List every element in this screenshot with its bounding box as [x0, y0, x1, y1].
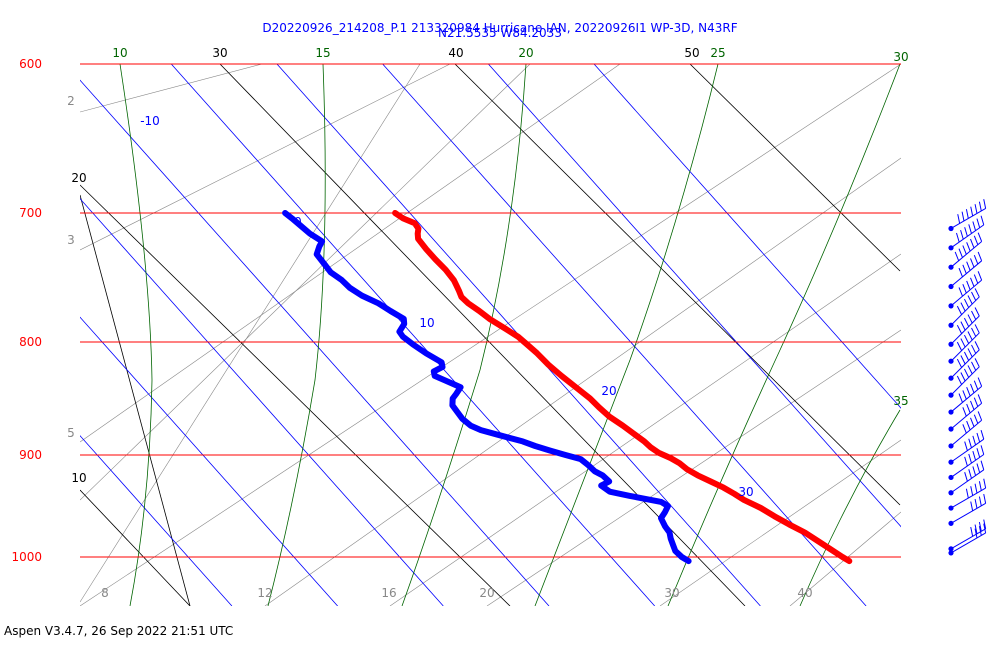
wind-barb: [948, 307, 980, 347]
dry-adiabat-label: 20: [71, 171, 86, 185]
moist-adiabats: [119, 64, 901, 606]
dry-adiabat-line: [689, 64, 901, 272]
isotherms: [80, 64, 901, 606]
mixing-ratio-label: 30: [664, 586, 679, 600]
wind-barb: [948, 324, 980, 364]
dry-adiabat-line: [80, 489, 191, 606]
dry-adiabat-line: [219, 64, 746, 606]
mixing-ratio-label: 16: [381, 586, 396, 600]
mixing-ratio-line: [80, 64, 621, 443]
wind-barb: [948, 394, 983, 432]
wind-barb: [948, 411, 983, 449]
isotherm-line: [382, 64, 867, 606]
mixing-ratio-line: [80, 64, 421, 603]
wind-barb: [948, 519, 987, 552]
isotherm-line: [170, 64, 656, 606]
wind-barb: [948, 493, 987, 526]
footer-text: Aspen V3.4.7, 26 Sep 2022 21:51 UTC: [4, 624, 234, 638]
wind-barb: [948, 341, 980, 381]
wind-barb: [948, 429, 985, 465]
mixing-ratio-label: 40: [797, 586, 812, 600]
mixing-ratio-label: 2: [67, 94, 75, 108]
moist-adiabat-line: [534, 64, 719, 606]
temperature-profile-line: [392, 210, 853, 565]
isotherm-line: [80, 316, 338, 606]
dry-adiabat-label: 10: [71, 471, 86, 485]
moist-adiabat-line: [667, 64, 901, 606]
moist-adiabat-label: 20: [518, 46, 533, 60]
moist-adiabat-label: 15: [315, 46, 330, 60]
wind-barb: [948, 271, 983, 309]
wind-barb: [948, 358, 980, 398]
dewpoint-profile-line: [282, 210, 692, 565]
moist-adiabat-line: [401, 64, 527, 606]
isotherm-label: -10: [140, 114, 160, 128]
dry-adiabat-line: [80, 184, 511, 606]
isotherm-label: 0: [294, 215, 302, 229]
wind-barb: [948, 460, 985, 496]
wind-barb: [948, 478, 987, 511]
dry-adiabat-label: 30: [212, 46, 227, 60]
mixing-ratio-line: [80, 64, 901, 606]
chart-title-line2: N21.5535 W84.2033: [438, 26, 562, 40]
dry-adiabat-label: 40: [448, 46, 463, 60]
axis-labels: 600 700 800 900 1000 -10 0 10 20 30 10 20 30 40 50 8 12 1…: [11, 46, 908, 600]
isotherm-label: 30: [738, 485, 753, 499]
moist-adiabat-line: [267, 64, 326, 606]
mixing-ratio-line: [80, 64, 451, 251]
isobars: [80, 63, 901, 558]
moist-adiabat-label: 35: [893, 394, 908, 408]
mixing-ratio-label: 12: [257, 586, 272, 600]
pressure-tick-label: 800: [19, 335, 42, 349]
mixing-ratio-line: [80, 64, 263, 113]
dry-adiabat-label: 50: [684, 46, 699, 60]
wind-barb: [948, 288, 980, 328]
dry-adiabat-line: [80, 194, 191, 606]
pressure-tick-label: 700: [19, 206, 42, 220]
wind-barb: [948, 523, 987, 556]
wind-barb: [948, 251, 983, 290]
wind-barb: [948, 377, 983, 415]
mixing-ratio-line: [486, 329, 901, 606]
mixing-ratio-label: 8: [101, 586, 109, 600]
wind-barb: [948, 199, 987, 232]
mixing-ratio-line: [80, 64, 531, 501]
dry-adiabat-line: [454, 64, 901, 506]
pressure-tick-label: 1000: [11, 550, 42, 564]
sounding-profiles: [282, 210, 853, 565]
dry-adiabats: [80, 64, 901, 606]
wind-barb: [948, 215, 985, 251]
wind-barb: [948, 445, 985, 481]
mixing-ratio-label: 20: [479, 586, 494, 600]
moist-adiabat-label: 30: [893, 50, 908, 64]
moist-adiabat-line: [799, 409, 901, 606]
isotherm-line: [80, 79, 550, 606]
isotherm-line: [488, 64, 901, 528]
isotherm-line: [80, 198, 444, 606]
moist-adiabat-label: 25: [710, 46, 725, 60]
mixing-ratio-lines: [80, 64, 901, 606]
isotherm-line: [593, 64, 901, 409]
isotherm-label: 20: [601, 384, 616, 398]
isotherm-line: [80, 435, 233, 606]
mixing-ratio-label: 3: [67, 233, 75, 247]
isotherm-label: 10: [419, 316, 434, 330]
wind-barb: [948, 232, 983, 270]
moist-adiabat-line: [119, 64, 153, 606]
mixing-ratio-label: 5: [67, 426, 75, 440]
pressure-tick-label: 900: [19, 448, 42, 462]
chart-title-line1: D20220926_214208_P.1 213320984 Hurricane…: [262, 21, 737, 35]
mixing-ratio-line: [264, 157, 901, 606]
pressure-tick-label: 600: [19, 57, 42, 71]
moist-adiabat-label: 10: [112, 46, 127, 60]
wind-barbs: [948, 199, 987, 556]
